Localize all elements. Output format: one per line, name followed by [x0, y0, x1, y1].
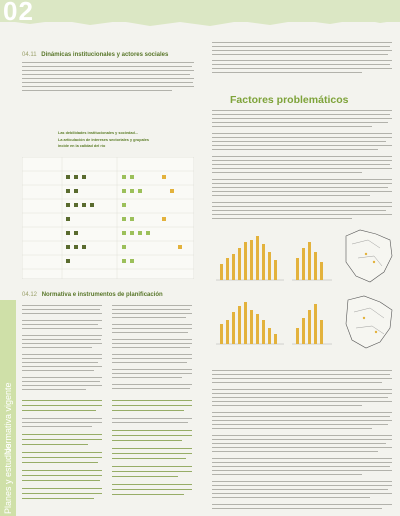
bar-chart-3: [216, 302, 284, 345]
section-number: 04.12: [22, 292, 38, 298]
map-figure-2: [345, 295, 393, 349]
highlight-label-3: incide en la calidad del río: [58, 144, 106, 148]
section-title: Normativa e instrumentos de planificació…: [41, 292, 163, 298]
bar-chart-2: [292, 242, 332, 281]
highlight-label-2: La articulación de intereses sectoriales…: [58, 138, 149, 142]
side-strip: [0, 300, 16, 516]
section-number: 04.11: [22, 52, 37, 58]
actors-table: [22, 157, 194, 279]
map-figure-1: [345, 229, 393, 283]
page-number: 02: [3, 0, 34, 26]
section-heading-normativa: 04.12 Normativa e instrumentos de planif…: [22, 292, 163, 298]
bar-chart-4: [292, 304, 332, 345]
section-title: Dinámicas institucionales y actores soci…: [41, 52, 169, 58]
bar-chart-1: [216, 236, 284, 281]
torn-edge: [0, 14, 400, 26]
factors-heading: Factores problemáticos: [230, 94, 349, 106]
side-label-planes: Planes y estudios: [3, 443, 13, 514]
section-heading-institucional: 04.11 Dinámicas institucionales y actore…: [22, 52, 168, 58]
highlight-label-1: Las debilidades institucionales y socied…: [58, 131, 138, 135]
